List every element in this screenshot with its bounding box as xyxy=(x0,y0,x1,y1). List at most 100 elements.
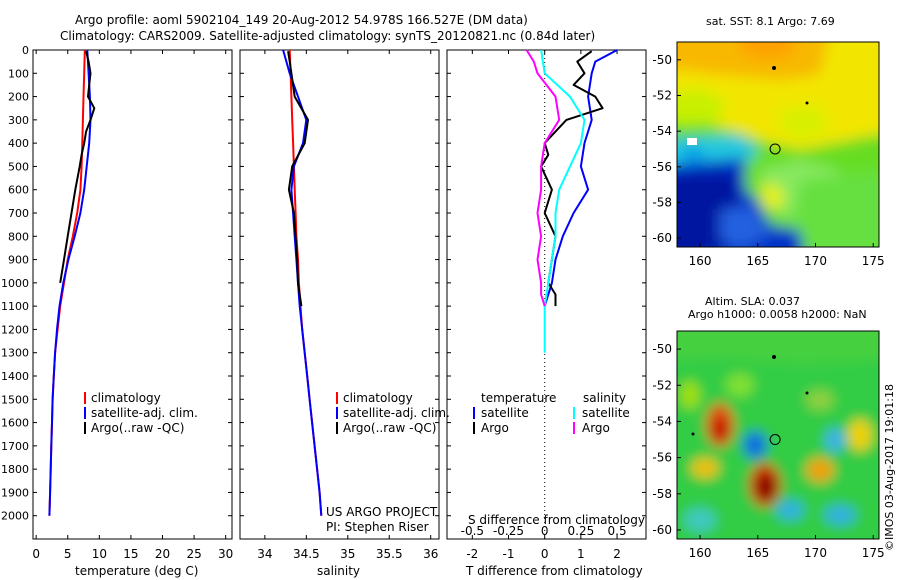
x-tick-label: 15 xyxy=(123,547,138,561)
map-y-tick-label: -58 xyxy=(652,195,672,209)
argo-position-marker xyxy=(769,434,781,446)
sst-map: 160 165 170 175 -50 -52 -54 -56 -58 -60 sat. SST:… xyxy=(652,15,884,268)
difference-panel-frame xyxy=(446,49,647,540)
map-y-tick-label: -58 xyxy=(652,487,672,501)
sla-map-title-line1: Altim. SLA: 0.037 xyxy=(705,295,800,308)
y-tick-label: 1400 xyxy=(1,370,29,383)
legend-label-satellite: satellite-adj. clim. xyxy=(343,406,450,420)
map-x-tick-label: 165 xyxy=(746,254,769,268)
x-tick-label: 34 xyxy=(257,547,272,561)
x-tick-label: 34.5 xyxy=(293,547,320,561)
legend-title-salinity: salinity xyxy=(583,391,626,405)
map-y-tick-label: -54 xyxy=(652,124,672,138)
x-tick-label: 2 xyxy=(613,547,621,561)
legend-label-temperature-argo: Argo xyxy=(481,421,509,435)
sla-island-marker xyxy=(805,391,809,395)
y-tick-label: 400 xyxy=(8,137,29,150)
sst-land-mask xyxy=(687,138,697,145)
figure-title-line2: Climatology: CARS2009. Satellite-adjuste… xyxy=(60,29,595,43)
salinity-axes: 34 34.5 35 35.5 36 xyxy=(240,49,439,561)
map-y-tick-label: -52 xyxy=(652,378,672,392)
y-tick-label: 1500 xyxy=(1,393,29,406)
map-y-tick-label: -60 xyxy=(652,523,672,537)
series-line-argo-raw-qc xyxy=(59,50,96,284)
sla-axes: 160 165 170 175 -50 -52 -54 -56 -58 -60 xyxy=(652,342,884,560)
series-line-salinity-satellite xyxy=(540,49,586,353)
y-tick-label: 1900 xyxy=(1,486,29,499)
x-tick-label: -2 xyxy=(466,547,478,561)
map-x-tick-label: 175 xyxy=(862,546,885,560)
map-x-tick-label: 175 xyxy=(862,254,885,268)
y-tick-label: 1100 xyxy=(1,300,29,313)
sla-map: 160 165 170 175 -50 -52 -54 -56 -58 -60 Altim. SL… xyxy=(652,295,884,560)
x-tick-label: 0 xyxy=(32,547,40,561)
salinity-panel-frame xyxy=(239,49,440,540)
series-line-temperature-satellite xyxy=(543,49,618,307)
map-y-tick-label: -60 xyxy=(652,231,672,245)
legend-label-climatology: climatology xyxy=(91,391,161,405)
s-tick-label: -0.5 xyxy=(461,524,484,538)
y-tick-label: 0 xyxy=(22,44,29,57)
temperature-legend: climatology satellite-adj. clim. Argo(..… xyxy=(84,391,198,435)
y-tick-label: 600 xyxy=(8,184,29,197)
y-tick-label: 1200 xyxy=(1,323,29,336)
y-tick-label: 900 xyxy=(8,254,29,267)
sla-map-frame xyxy=(676,330,880,540)
figure-title-line1: Argo profile: aoml 5902104_149 20-Aug-20… xyxy=(75,13,528,27)
x-tick-label: 30 xyxy=(218,547,233,561)
y-tick-label: 500 xyxy=(8,160,29,173)
difference-xlabel: T difference from climatology xyxy=(465,564,643,578)
sla-island-marker xyxy=(691,432,695,436)
difference-xlabel-top: S difference from climatology xyxy=(468,513,645,527)
s-tick-label: -0.25 xyxy=(493,524,524,538)
sst-axes: 160 165 170 175 -50 -52 -54 -56 -58 -60 xyxy=(652,53,884,268)
y-tick-label: 300 xyxy=(8,114,29,127)
legend-label-argo: Argo(..raw -QC) xyxy=(91,421,184,435)
legend-label-salinity-satellite: satellite xyxy=(582,406,630,420)
sla-map-title-line2: Argo h1000: 0.0058 h2000: NaN xyxy=(688,308,867,321)
x-tick-label: 36 xyxy=(423,547,438,561)
map-x-tick-label: 170 xyxy=(804,546,827,560)
map-x-tick-label: 160 xyxy=(689,546,712,560)
y-tick-label: 1000 xyxy=(1,277,29,290)
salinity-series xyxy=(282,49,323,516)
series-line-satellite-adj-clim xyxy=(282,49,323,516)
imos-timestamp: ©IMOS 03-Aug-2017 19:01:18 xyxy=(883,384,896,551)
map-x-tick-label: 165 xyxy=(746,546,769,560)
y-tick-label: 200 xyxy=(8,91,29,104)
legend-label-climatology: climatology xyxy=(343,391,413,405)
map-x-tick-label: 170 xyxy=(804,254,827,268)
s-tick-label: 0.25 xyxy=(568,524,595,538)
sst-island-marker xyxy=(805,101,809,105)
map-x-tick-label: 160 xyxy=(689,254,712,268)
legend-label-salinity-argo: Argo xyxy=(582,421,610,435)
difference-series xyxy=(525,49,618,353)
argo-position-marker xyxy=(769,143,781,155)
y-tick-label: 100 xyxy=(8,67,29,80)
legend-label-temperature-satellite: satellite xyxy=(481,406,529,420)
y-tick-label: 700 xyxy=(8,207,29,220)
map-y-tick-label: -50 xyxy=(652,53,672,67)
map-y-tick-label: -54 xyxy=(652,414,672,428)
map-y-tick-label: -50 xyxy=(652,342,672,356)
x-tick-label: 35 xyxy=(340,547,355,561)
sla-island-marker xyxy=(772,355,776,359)
x-tick-label: 1 xyxy=(577,547,585,561)
difference-legend: temperature salinity satellite Argo sate… xyxy=(473,391,630,435)
pi-annotation: PI: Stephen Riser xyxy=(326,520,429,534)
sst-map-title: sat. SST: 8.1 Argo: 7.69 xyxy=(706,15,835,28)
map-y-tick-label: -56 xyxy=(652,160,672,174)
sst-island-marker xyxy=(772,66,776,70)
salinity-legend: climatology satellite-adj. clim. Argo(..… xyxy=(336,391,450,435)
x-tick-label: 10 xyxy=(92,547,107,561)
y-tick-label: 1800 xyxy=(1,463,29,476)
y-tick-label: 1600 xyxy=(1,417,29,430)
project-annotation: US ARGO PROJECT xyxy=(326,505,438,519)
x-tick-label: 25 xyxy=(186,547,201,561)
y-tick-label: 2000 xyxy=(1,510,29,523)
temperature-panel-frame xyxy=(32,49,233,540)
series-line-climatology xyxy=(48,49,86,516)
sst-map-frame xyxy=(676,41,880,248)
legend-label-argo: Argo(..raw -QC) xyxy=(343,421,436,435)
